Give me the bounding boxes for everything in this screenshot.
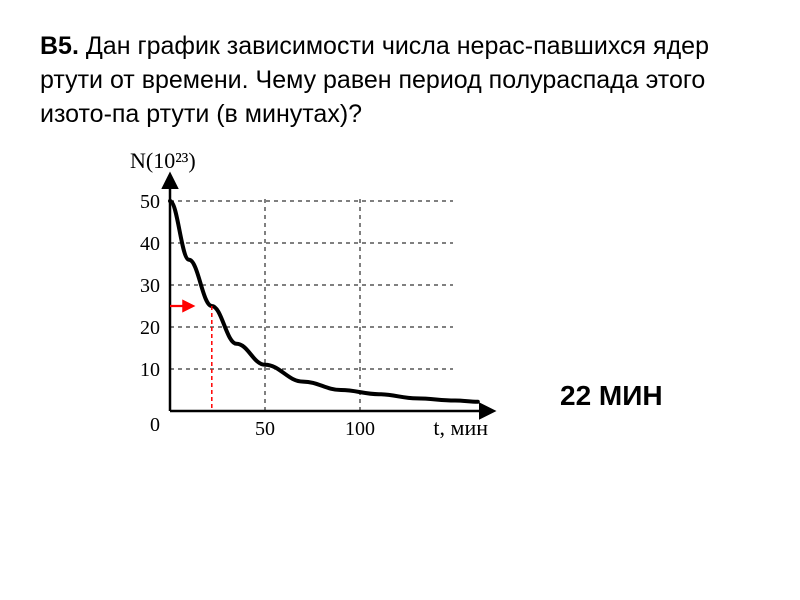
svg-text:30: 30 xyxy=(140,275,160,297)
svg-text:50: 50 xyxy=(140,191,160,213)
answer-text: 22 МИН xyxy=(560,380,663,412)
svg-text:20: 20 xyxy=(140,317,160,339)
svg-text:40: 40 xyxy=(140,233,160,255)
problem-text: В5. Дан график зависимости числа нерас-п… xyxy=(40,30,760,131)
svg-text:0: 0 xyxy=(150,414,160,436)
problem-label: В5. xyxy=(40,32,79,60)
svg-text:N(10²³): N(10²³) xyxy=(130,151,196,173)
decay-chart-svg: 10 20 30 40 50 50 100 0 N(10²³) t, мин xyxy=(100,151,520,451)
problem-body: Дан график зависимости числа нерас-павши… xyxy=(40,32,709,128)
svg-text:t, мин: t, мин xyxy=(433,415,488,440)
svg-text:50: 50 xyxy=(255,418,275,440)
svg-text:10: 10 xyxy=(140,359,160,381)
svg-text:100: 100 xyxy=(345,418,375,440)
